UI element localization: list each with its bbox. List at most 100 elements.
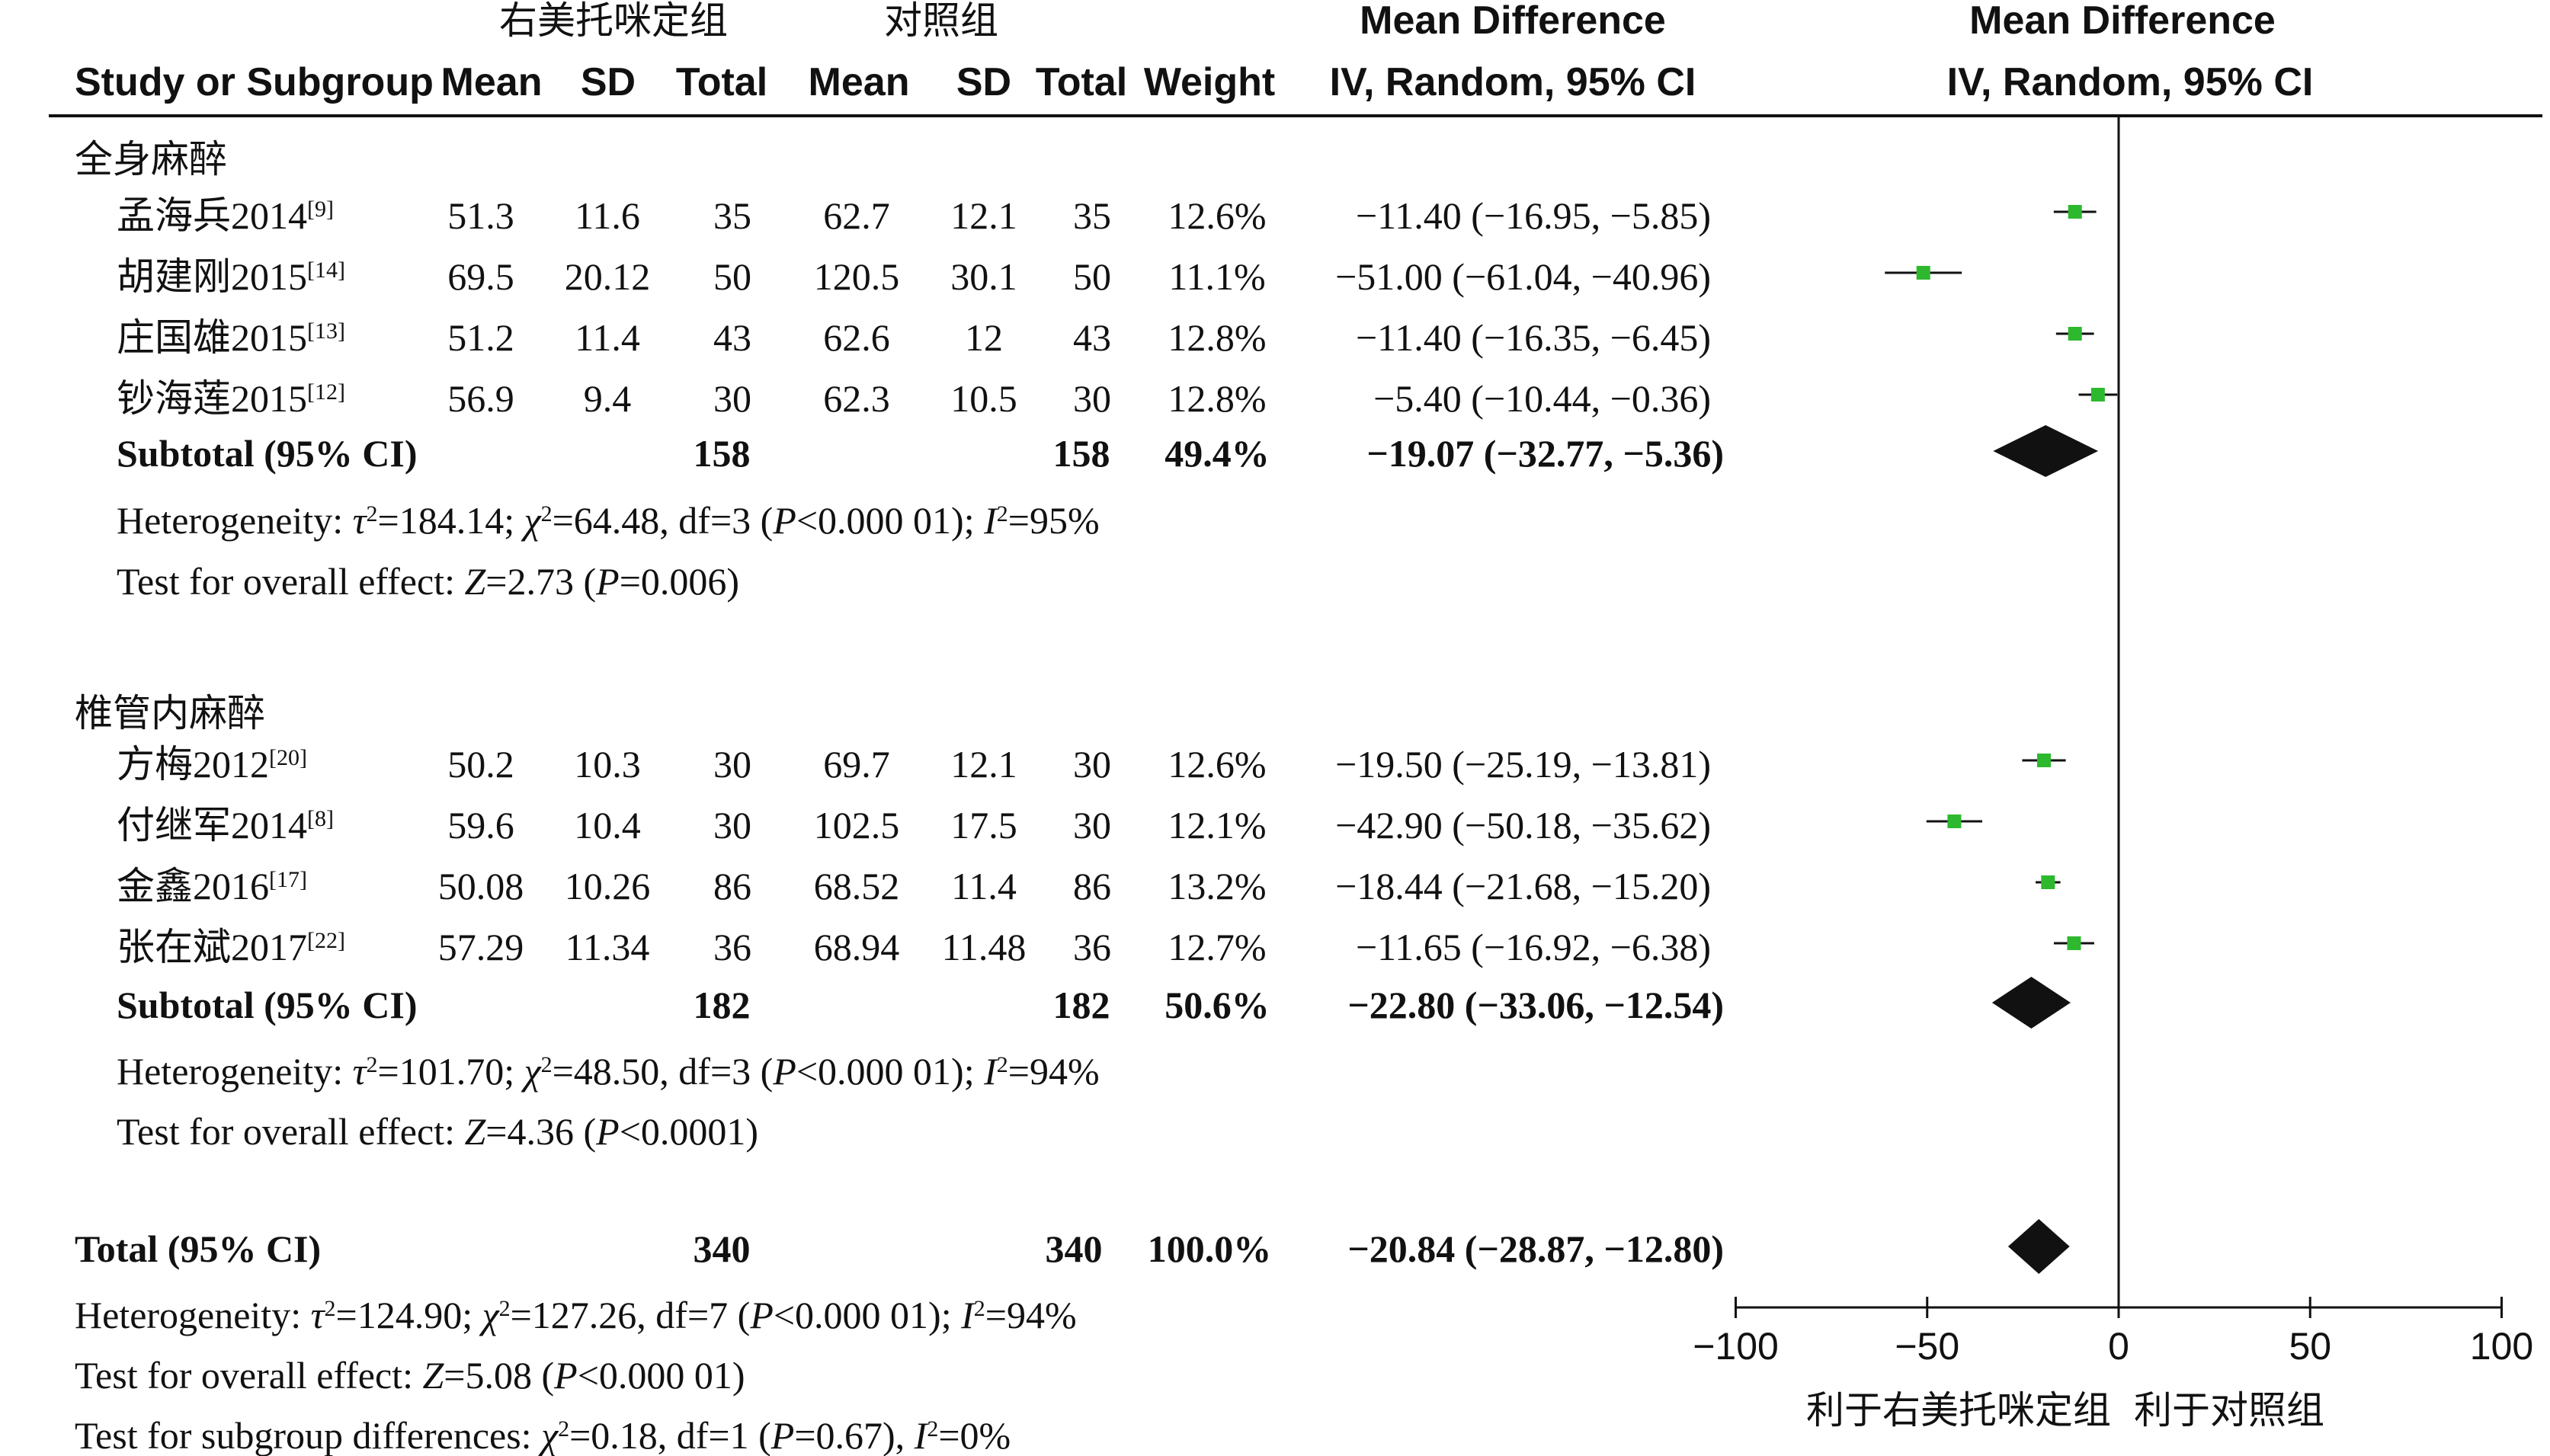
mean-difference-ci: −18.44 (−21.68, −15.20) — [1335, 865, 1711, 907]
study-name: 孟海兵2014[9] — [117, 194, 334, 237]
favours-left-label: 利于右美托咪定组 — [1806, 1388, 2111, 1432]
mean-experimental: 50.08 — [438, 865, 524, 907]
weight: 12.1% — [1168, 804, 1266, 846]
study-name: 钞海莲2015[12] — [117, 377, 345, 420]
total-experimental: 340 — [694, 1227, 751, 1270]
study-name: 金鑫2016[17] — [117, 865, 307, 907]
study-0-2-point — [2068, 327, 2082, 341]
x-tick-label: 0 — [2108, 1325, 2129, 1368]
overall-effect: Test for overall effect: Z=2.73 (P=0.006… — [117, 560, 739, 603]
mean-control: 62.7 — [823, 194, 890, 237]
study-ref: [20] — [269, 745, 307, 770]
study-label: 孟海兵2014 — [117, 194, 307, 237]
mean-control: 102.5 — [814, 804, 900, 846]
mean-difference-ci: −19.50 (−25.19, −13.81) — [1335, 743, 1711, 786]
sd-control: 12 — [965, 316, 1003, 359]
subtotal-weight: 49.4% — [1164, 432, 1270, 475]
study-0-1-point — [1916, 266, 1930, 280]
total-overall-effect-p: P — [553, 1354, 578, 1397]
mean-difference-ci: −5.40 (−10.44, −0.36) — [1373, 377, 1711, 420]
heterogeneity-tau_val: =101.70; — [378, 1050, 524, 1093]
subgroup-differences-i_sup: 2 — [927, 1416, 938, 1442]
sd-control: 11.48 — [942, 926, 1027, 968]
overall-effect-z_val: =4.36 ( — [485, 1110, 596, 1153]
study-name: 张在斌2017[22] — [117, 926, 345, 968]
subgroup-differences-p_val: =0.67), — [794, 1414, 914, 1456]
header-mean-control: Mean — [809, 60, 910, 104]
study-ref: [9] — [307, 197, 334, 222]
header-sd-control: SD — [956, 60, 1011, 104]
mean-control: 62.6 — [823, 316, 890, 359]
subgroup-differences-chi_sup: 2 — [558, 1416, 569, 1442]
weight: 12.8% — [1168, 316, 1266, 359]
sd-control: 12.1 — [950, 743, 1017, 786]
sd-control: 30.1 — [950, 255, 1017, 298]
weight: 12.7% — [1168, 926, 1266, 968]
heterogeneity-i_val: =95% — [1008, 499, 1100, 542]
subtotal-label: Subtotal (95% CI) — [117, 984, 417, 1026]
mean-difference-ci: −11.65 (−16.92, −6.38) — [1356, 926, 1711, 968]
header-md-subtitle-left: IV, Random, 95% CI — [1330, 60, 1696, 104]
overall-effect-prefix: Test for overall effect: — [117, 560, 464, 603]
overall-effect-p: P — [595, 560, 620, 603]
subgroup-title: 椎管内麻醉 — [75, 691, 265, 735]
mean-difference-ci: −42.90 (−50.18, −35.62) — [1335, 804, 1711, 846]
subgroup-differences-i_val: =0% — [938, 1414, 1011, 1456]
study-1-0-point — [2037, 754, 2052, 767]
study-ref: [8] — [307, 806, 334, 831]
heterogeneity-i_sup: 2 — [997, 1052, 1008, 1077]
total-heterogeneity-p: P — [749, 1294, 774, 1336]
subtotal-total-experimental: 158 — [694, 432, 751, 475]
mean-difference-ci: −11.40 (−16.95, −5.85) — [1356, 194, 1711, 237]
study-ref: [12] — [307, 379, 345, 405]
total-ci: −20.84 (−28.87, −12.80) — [1347, 1227, 1724, 1270]
total-weight: 100.0% — [1148, 1227, 1272, 1270]
mean-experimental: 57.29 — [438, 926, 524, 968]
weight: 11.1% — [1168, 255, 1265, 298]
total-heterogeneity-p_val: <0.000 01); — [774, 1294, 961, 1336]
subgroup-differences: Test for subgroup differences: χ2=0.18, … — [75, 1414, 1011, 1456]
study-ref: [13] — [307, 318, 345, 344]
x-tick-label: −100 — [1693, 1325, 1779, 1368]
total-heterogeneity-i: I — [960, 1294, 975, 1336]
study-name: 庄国雄2015[13] — [117, 316, 345, 359]
overall-effect-z: Z — [464, 1110, 486, 1153]
weight: 13.2% — [1168, 865, 1266, 907]
heterogeneity-i_sup: 2 — [997, 501, 1008, 526]
total-heterogeneity-prefix: Heterogeneity: — [75, 1294, 311, 1336]
heterogeneity-chi: χ — [521, 1050, 543, 1093]
overall-effect-p: P — [595, 1110, 620, 1153]
weight: 12.6% — [1168, 194, 1266, 237]
mean-difference-ci: −11.40 (−16.35, −6.45) — [1356, 316, 1711, 359]
heterogeneity: Heterogeneity: τ2=101.70; χ2=48.50, df=3… — [117, 1050, 1100, 1093]
header-md-title-left: Mean Difference — [1360, 0, 1666, 43]
heterogeneity-p: P — [772, 1050, 796, 1093]
heterogeneity-chi_val: =64.48, df=3 ( — [553, 499, 774, 542]
total-heterogeneity: Heterogeneity: τ2=124.90; χ2=127.26, df=… — [75, 1294, 1077, 1336]
mean-experimental: 51.2 — [447, 316, 514, 359]
total-heterogeneity-tau: τ — [311, 1294, 326, 1336]
x-tick-label: 100 — [2470, 1325, 2533, 1368]
total-heterogeneity-tau_sup: 2 — [325, 1296, 336, 1321]
mean-control: 120.5 — [814, 255, 900, 298]
heterogeneity-tau_sup: 2 — [367, 1052, 378, 1077]
heterogeneity-prefix: Heterogeneity: — [117, 1050, 353, 1093]
heterogeneity-chi: χ — [521, 499, 543, 542]
study-name: 方梅2012[20] — [117, 743, 307, 786]
subgroup-differences-p: P — [770, 1414, 795, 1456]
total-diamond — [2007, 1219, 2070, 1274]
sd-experimental: 11.34 — [565, 926, 650, 968]
header-total-control: Total — [1036, 60, 1127, 104]
subgroup-differences-chi: χ — [538, 1414, 559, 1456]
heterogeneity-chi_val: =48.50, df=3 ( — [553, 1050, 774, 1093]
subgroup-differences-i: I — [914, 1414, 929, 1456]
weight: 12.6% — [1168, 743, 1266, 786]
study-name: 胡建刚2015[14] — [117, 255, 345, 298]
total-heterogeneity-i_sup: 2 — [974, 1296, 985, 1321]
subgroup-differences-chi_val: =0.18, df=1 ( — [569, 1414, 771, 1456]
sd-experimental: 9.4 — [584, 377, 632, 420]
study-1-3-point — [2067, 936, 2081, 950]
study-1-2-point — [2041, 875, 2055, 889]
